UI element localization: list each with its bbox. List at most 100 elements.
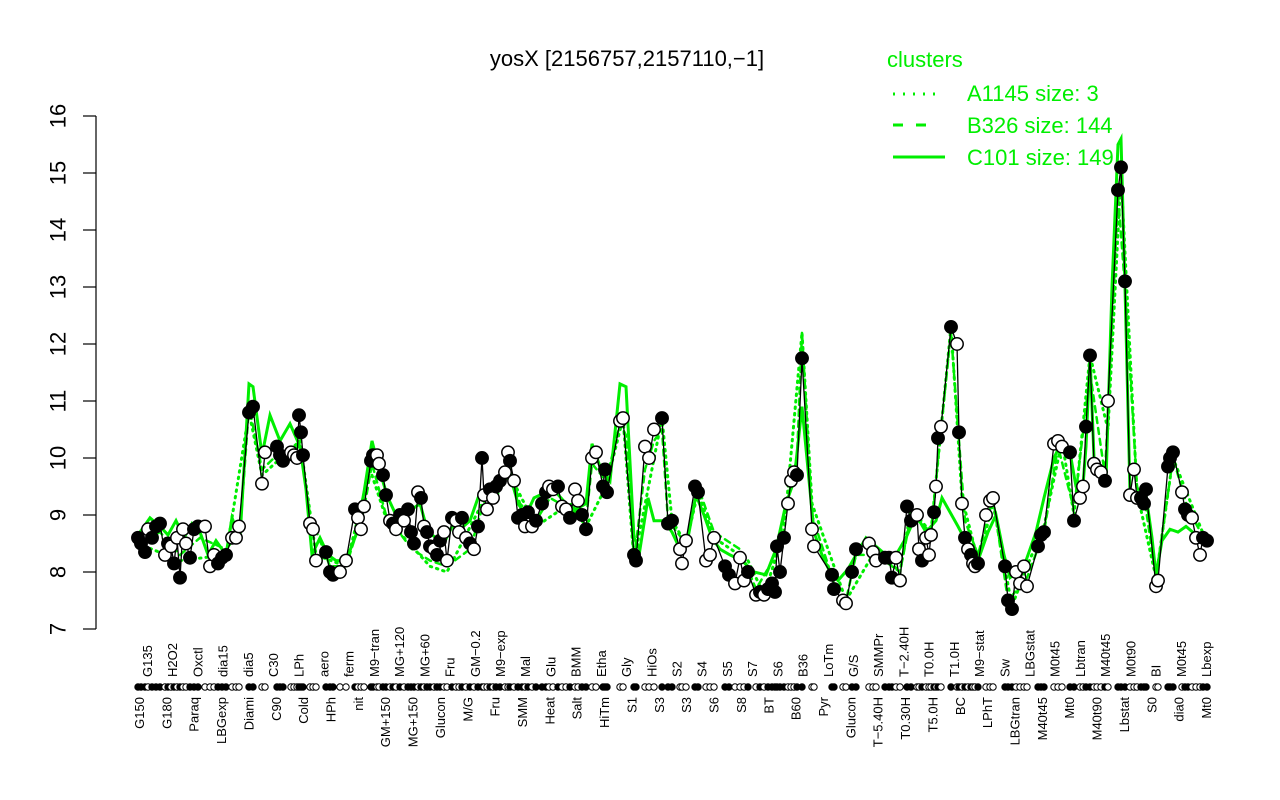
x-label-top: BI (1149, 665, 1164, 677)
x-tick-marker (299, 683, 307, 691)
x-tick-marker (1203, 683, 1211, 691)
data-point (944, 319, 958, 334)
x-label-bottom: BC (953, 697, 968, 715)
x-label-top: S6 (770, 661, 785, 677)
x-label-top: MG+60 (417, 634, 432, 677)
x-label-bottom: G150 (132, 697, 147, 729)
x-label-bottom: S8 (734, 697, 749, 713)
data-point (568, 482, 582, 497)
data-point (455, 510, 469, 525)
data-point (986, 490, 1000, 505)
x-label-top: Mal (518, 656, 533, 677)
x-tick-marker (360, 683, 368, 691)
x-label-bottom: S6 (707, 697, 722, 713)
data-point (1139, 482, 1153, 497)
x-label-bottom: G180 (159, 697, 174, 729)
y-tick-label: 10 (46, 446, 71, 470)
x-tick-marker (710, 683, 718, 691)
data-point (407, 536, 421, 551)
x-label-bottom: M40t90 (1090, 697, 1105, 740)
y-axis: 7 8 9 10 11 12 13 14 15 16 (46, 104, 97, 635)
x-label-top: ferm (342, 651, 357, 677)
x-axis: G135 H2O2 Oxctl dia15 dia5 C30 LPh aero ferm M9−t… (132, 627, 1214, 747)
x-label-top: M0t45 (1048, 641, 1063, 677)
data-point (790, 468, 804, 483)
data-point (276, 453, 290, 468)
x-label-top: M0t90 (1123, 641, 1138, 677)
data-point (471, 519, 485, 534)
legend-entry-b326: B326 size: 144 (893, 113, 1113, 138)
data-point (138, 545, 152, 559)
legend-title: clusters (887, 47, 963, 72)
data-point (292, 408, 306, 423)
x-tick-marker (312, 683, 320, 691)
data-point (246, 399, 260, 414)
data-point (777, 530, 791, 545)
data-point (486, 490, 500, 505)
x-label-bottom: S3 (679, 697, 694, 713)
x-label-bottom: HPh (324, 697, 339, 722)
data-point (229, 530, 243, 545)
x-tick-marker (261, 683, 269, 691)
data-point (849, 542, 863, 557)
x-label-bottom: Lbstat (1117, 697, 1132, 733)
data-point (931, 431, 945, 445)
data-point (219, 547, 233, 562)
x-label-top: T1.0H (947, 642, 962, 677)
data-point (389, 522, 403, 537)
data-point (232, 519, 246, 534)
data-point (440, 553, 454, 568)
data-point (1067, 513, 1081, 528)
data-point (1076, 479, 1090, 494)
y-tick-label: 12 (46, 332, 71, 356)
x-label-top: SMMPr (871, 633, 886, 677)
x-tick-marker (896, 683, 904, 691)
data-point (258, 445, 272, 460)
data-point (741, 565, 755, 579)
data-point (183, 550, 197, 565)
x-label-top: HiOs (644, 648, 659, 677)
x-tick-marker (937, 683, 945, 691)
data-point (414, 490, 428, 505)
x-tick-marker (632, 683, 640, 691)
x-label-top: MG+120 (392, 627, 407, 677)
x-label-top: T0.0H (922, 642, 937, 677)
x-label-top: dia15 (216, 645, 231, 677)
x-label-top: dia5 (241, 652, 256, 677)
x-tick-marker (810, 683, 818, 691)
x-label-bottom: T−5.40H (871, 697, 886, 747)
x-tick-marker (1154, 683, 1162, 691)
data-point (354, 522, 368, 537)
data-point (1017, 559, 1031, 574)
data-point (647, 422, 661, 437)
data-point (795, 351, 809, 366)
x-label-bottom: Cold (296, 697, 311, 724)
x-tick-marker (1142, 683, 1150, 691)
data-point (480, 502, 494, 517)
data-point (927, 505, 941, 520)
x-tick-marker (744, 683, 752, 691)
data-point (1166, 445, 1180, 460)
x-label-bottom: M/G (460, 697, 475, 722)
data-point (507, 473, 521, 488)
data-point (579, 522, 593, 537)
x-label-bottom: SMM (515, 697, 530, 727)
data-point (437, 525, 451, 540)
data-point (306, 522, 320, 537)
x-label-bottom: nit (351, 697, 366, 711)
x-tick-marker (694, 683, 702, 691)
data-point (827, 582, 841, 597)
data-point (733, 550, 747, 565)
x-label-bottom: HiTm (597, 697, 612, 728)
x-label-top: C30 (266, 653, 281, 677)
x-label-top: M9−exp (493, 630, 508, 677)
x-label-bottom: S0 (1144, 697, 1159, 713)
data-point (629, 553, 643, 568)
data-point (255, 476, 269, 491)
x-tick-marker (603, 683, 611, 691)
x-label-top: M9−tran (367, 629, 382, 677)
x-label-bottom: M40t45 (1035, 697, 1050, 740)
x-label-top: S2 (670, 661, 685, 677)
x-label-top: LoTm (821, 644, 836, 677)
legend-label: C101 size: 149 (967, 145, 1114, 170)
